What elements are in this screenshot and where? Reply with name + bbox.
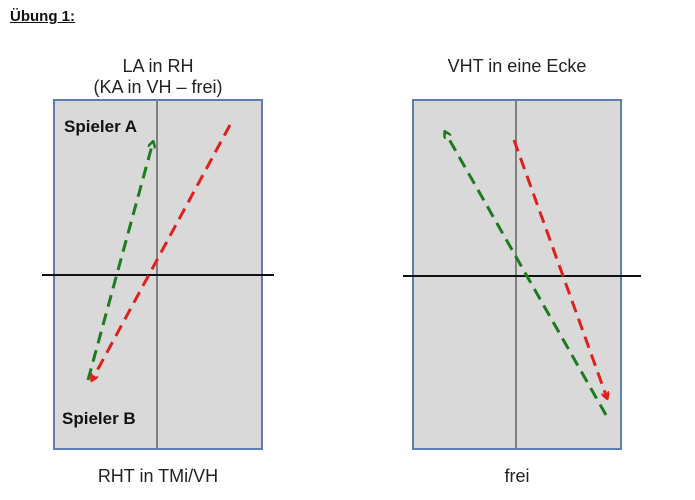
diagram-1-top-caption: LA in RH (KA in VH – frei): [58, 56, 258, 98]
diagram-2-bottom-caption: frei: [504, 466, 530, 486]
table-1: [42, 99, 274, 450]
player-a-label: Spieler A: [64, 117, 138, 136]
red-arrow: [92, 124, 232, 380]
red-arrow: [512, 139, 607, 398]
player-b-label: Spieler B: [62, 409, 136, 428]
caption-line-1: LA in RH: [122, 56, 194, 76]
table-2: [403, 99, 641, 450]
caption-line-2: (KA in VH – frei): [93, 77, 223, 97]
green-arrow: [445, 132, 608, 416]
diagram-1-bottom-caption: RHT in TMi/VH: [97, 466, 219, 486]
diagram-2-top-caption: VHT in eine Ecke: [447, 56, 587, 76]
green-arrow: [86, 142, 153, 381]
exercise-title: Übung 1:: [10, 8, 75, 25]
